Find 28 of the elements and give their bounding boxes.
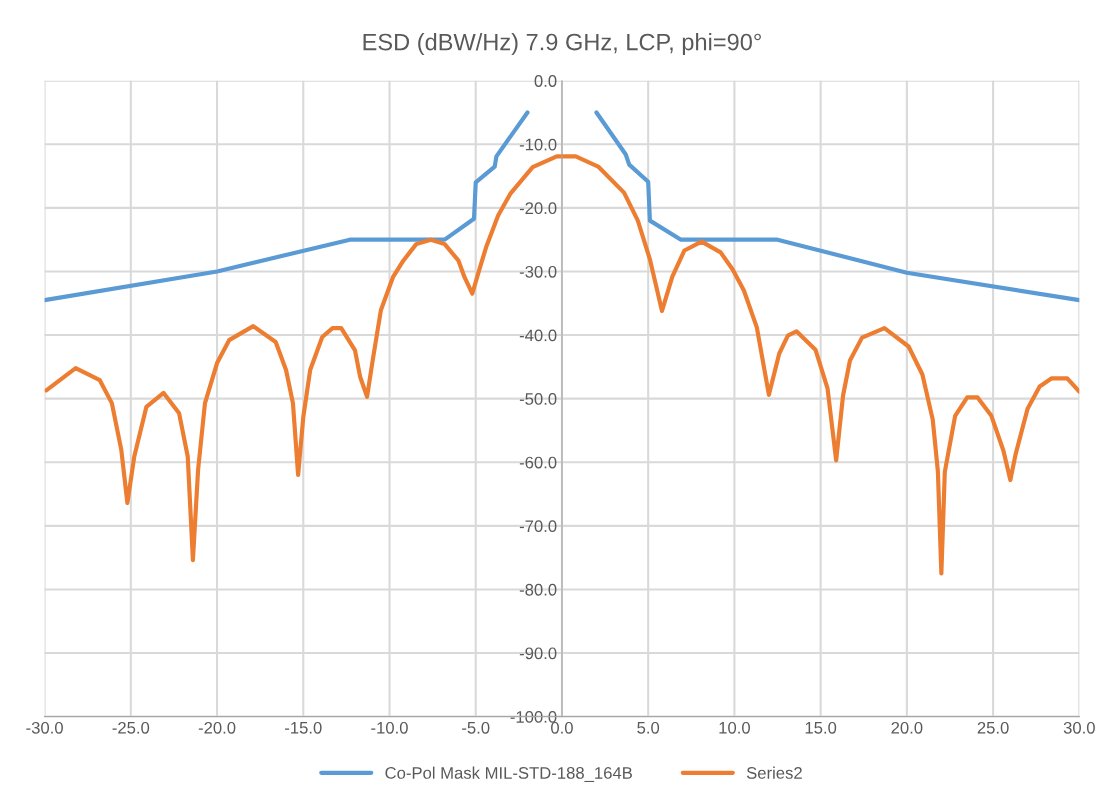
line-series [594,110,1080,303]
x-tick-label: 30.0 [1063,721,1095,734]
legend-label: Co-Pol Mask MIL-STD-188_164B [385,766,632,782]
x-tick-label: 10.0 [719,721,750,734]
x-tick-label: -10.0 [371,721,408,734]
y-tick-label: -40.0 [519,329,557,342]
y-tick-label: -20.0 [519,202,557,215]
x-tick-label: 0.0 [551,721,573,734]
x-tick-label: 20.0 [891,721,923,734]
x-tick-label: -30.0 [26,721,63,734]
x-tick-label: -15.0 [285,721,322,734]
x-tick-label: -25.0 [112,721,150,734]
y-tick-label: -70.0 [519,520,557,533]
y-tick-label: -80.0 [519,583,557,596]
x-tick-label: 25.0 [977,721,1009,734]
y-tick-label: -50.0 [519,393,557,405]
x-tick-label: 15.0 [805,721,837,734]
legend-label: Series2 [746,766,802,779]
line-series [44,154,1080,576]
chart-title: ESD (dBW/Hz) 7.9 GHz, LCP, phi=90° [363,33,761,56]
y-tick-label: -30.0 [519,265,557,278]
y-tick-label: -90.0 [519,647,557,660]
x-tick-label: 5.0 [637,721,660,734]
y-tick-label: -60.0 [519,456,557,469]
y-tick-label: -10.0 [519,138,557,151]
x-tick-label: -5.0 [462,721,490,734]
y-tick-label: 0.0 [534,75,557,87]
x-tick-label: -20.0 [198,721,236,734]
